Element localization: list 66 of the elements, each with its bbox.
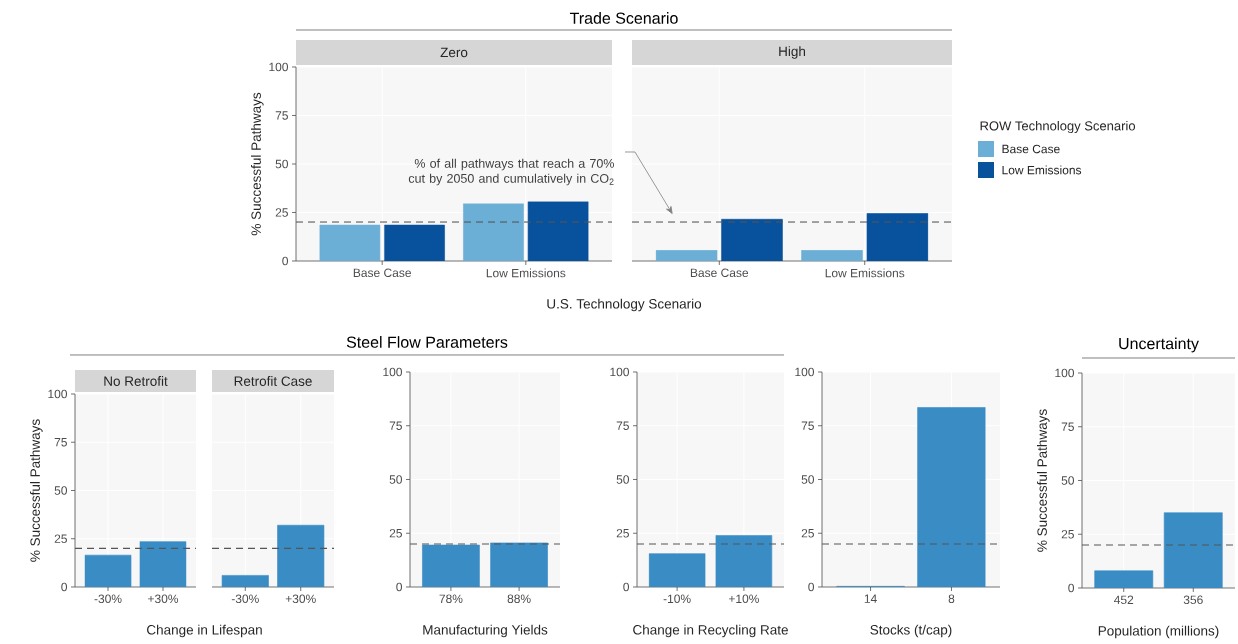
chart-title: Retrofit Case (234, 376, 312, 386)
x-tick-label: Base Case (690, 268, 749, 278)
x-axis-title: Stocks (t/cap) (870, 624, 952, 638)
x-tick-label: 452 (1114, 595, 1134, 605)
y-tick-label: 100 (795, 367, 815, 377)
y-tick-label: 75 (1061, 422, 1074, 431)
x-tick-label: Base Case (353, 268, 411, 278)
chart-title: No Retrofit (104, 376, 168, 386)
y-axis-title: % Successful Pathways (30, 419, 43, 562)
y-axis-title: % Successful Pathways (1037, 409, 1050, 552)
y-tick-label: 25 (275, 208, 288, 217)
x-tick-label: -30% (231, 594, 259, 604)
y-tick-label: 100 (48, 389, 68, 399)
y-tick-label: 25 (801, 528, 814, 538)
x-tick-label: 14 (864, 594, 877, 603)
y-tick-label: 75 (54, 438, 67, 447)
legend-title: ROW Technology Scenario (980, 120, 1136, 134)
x-tick-label: 78% (439, 594, 463, 604)
y-tick-label: 0 (396, 582, 403, 592)
x-tick-label: +30% (285, 594, 316, 604)
y-tick-label: 75 (616, 421, 629, 430)
y-tick-label: 25 (616, 528, 629, 538)
x-tick-label: -10% (663, 594, 691, 604)
y-tick-label: 100 (610, 367, 630, 377)
x-tick-label: -30% (94, 594, 122, 604)
y-tick-label: 50 (1061, 476, 1075, 485)
chart-title: High (779, 46, 806, 59)
x-axis-title: Change in Recycling Rate (633, 624, 788, 638)
y-tick-label: 0 (61, 582, 68, 592)
y-tick-label: 75 (275, 111, 288, 120)
x-axis-title: Population (millions) (1098, 625, 1219, 639)
y-tick-label: 0 (623, 582, 630, 592)
y-tick-label: 50 (616, 475, 630, 484)
x-tick-label: 88% (507, 594, 531, 604)
x-tick-label: 356 (1183, 595, 1203, 605)
y-tick-label: 100 (383, 367, 403, 377)
y-tick-label: 50 (801, 475, 815, 484)
y-tick-label: 0 (282, 256, 289, 266)
y-axis-title: % Successful Pathways (251, 92, 264, 236)
y-tick-label: 75 (389, 421, 402, 430)
y-tick-label: 0 (1068, 583, 1075, 593)
y-tick-label: 25 (1061, 529, 1074, 539)
x-axis-title: U.S. Technology Scenario (547, 298, 702, 312)
y-tick-label: 50 (54, 486, 68, 495)
y-tick-label: 50 (275, 159, 289, 169)
chart-title: Uncertainty (1119, 337, 1199, 353)
text: Steel Flow Parameters (346, 336, 508, 348)
x-axis-title: Manufacturing Yields (423, 624, 548, 638)
text: Trade Scenario (569, 12, 678, 24)
legend-label: Base Case (1002, 144, 1060, 154)
y-tick-label: 25 (54, 534, 67, 543)
x-tick-label: 8 (948, 594, 955, 604)
x-tick-label: +10% (728, 594, 759, 604)
x-tick-label: Low Emissions (486, 268, 566, 278)
chart-title: Zero (440, 47, 468, 58)
y-tick-label: 100 (269, 62, 289, 72)
x-axis-title: Change in Lifespan (147, 624, 262, 638)
legend-label: Low Emissions (1002, 165, 1082, 175)
y-tick-label: 0 (808, 582, 815, 592)
y-tick-label: 75 (801, 421, 814, 430)
y-tick-label: 25 (389, 528, 402, 538)
y-tick-label: 50 (389, 475, 403, 484)
x-tick-label: +30% (148, 594, 179, 604)
x-tick-label: Low Emissions (825, 268, 905, 278)
y-tick-label: 100 (1055, 368, 1075, 378)
annotation: % of all pathways that reach a 70% cut by 2050 and cumulatively in CO$_{2}$ (408, 158, 614, 186)
